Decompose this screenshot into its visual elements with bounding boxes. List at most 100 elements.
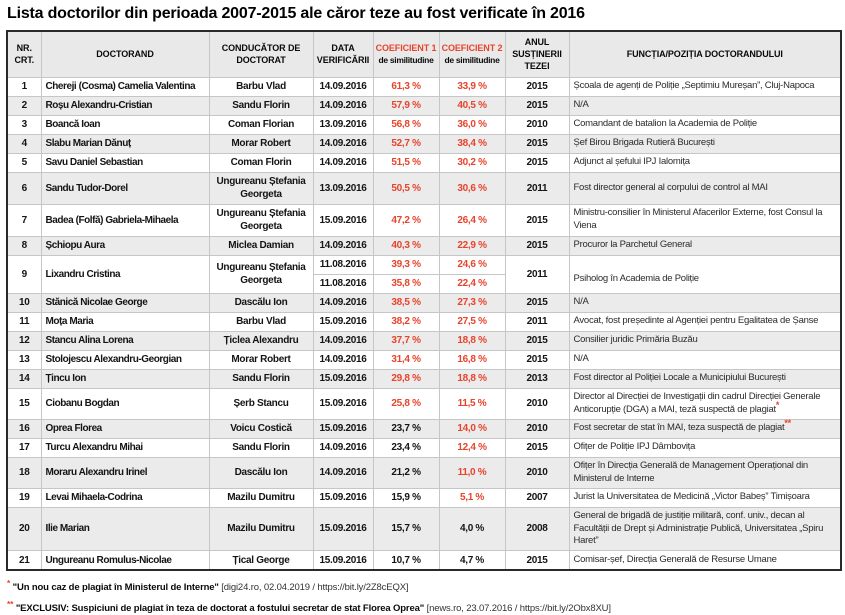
- col-header-coeficient-2: COEFICIENT 2 de similitudine: [438, 30, 506, 78]
- doctorand-position: Ministru-consilier în Ministerul Afaceri…: [568, 203, 842, 237]
- coefficient-1-value: 47,2 %: [372, 203, 440, 237]
- table-row: 5 Savu Daniel Sebastian Coman Florin 14.09.…: [6, 152, 842, 173]
- verification-date: 14.09.2016: [312, 437, 374, 458]
- doctorand-position: N/A: [568, 292, 842, 313]
- doctorand-name: Boancă Ioan: [40, 114, 210, 135]
- thesis-year: 2015: [504, 349, 570, 370]
- row-number: 4: [6, 133, 42, 154]
- table-row: 18 Moraru Alexandru Irinel Dascălu Ion 14.0…: [6, 456, 842, 489]
- doctorand-name: Țincu Ion: [40, 368, 210, 389]
- row-number: 15: [6, 387, 42, 420]
- plagiarism-note-marker: *: [775, 399, 780, 410]
- thesis-year: 2015: [504, 292, 570, 313]
- coefficient-2-value: 38,4 %: [438, 133, 506, 154]
- thesis-year: 2011: [504, 171, 570, 205]
- thesis-year: 2015: [504, 235, 570, 256]
- coefficient-2-value: 22,4 %: [438, 273, 506, 294]
- coefficient-1-value: 21,2 %: [372, 456, 440, 489]
- thesis-year: 2015: [504, 76, 570, 97]
- coefficient-2-value: 22,9 %: [438, 235, 506, 256]
- verification-date: 14.09.2016: [312, 235, 374, 256]
- supervisor-name: Sandu Florin: [208, 437, 314, 458]
- col-header-coeficient-1: COEFICIENT 1 de similitudine: [372, 30, 440, 78]
- supervisor-name: Ungureanu Ștefania Georgeta: [208, 203, 314, 237]
- row-number: 11: [6, 311, 42, 332]
- coefficient-1-value: 23,7 %: [372, 418, 440, 439]
- coefficient-2-value: 18,8 %: [438, 330, 506, 351]
- doctorand-position: N/A: [568, 95, 842, 116]
- table-row: 17 Turcu Alexandru Mihai Sandu Florin 14.09…: [6, 437, 842, 458]
- verification-date: 11.08.2016: [312, 254, 374, 275]
- table-row: 2 Roșu Alexandru-Cristian Sandu Florin 14.0…: [6, 95, 842, 116]
- verification-date: 15.09.2016: [312, 487, 374, 508]
- coefficient-1-value: 37,7 %: [372, 330, 440, 351]
- coefficient-2-value: 12,4 %: [438, 437, 506, 458]
- plagiarism-note-marker: **: [784, 418, 791, 429]
- row-number: 3: [6, 114, 42, 135]
- table-row: 4 Slabu Marian Dănuț Morar Robert 14.09.201…: [6, 133, 842, 154]
- doctorand-position: Comandant de batalion la Academia de Pol…: [568, 114, 842, 135]
- doctorand-name: Chereji (Cosma) Camelia Valentina: [40, 76, 210, 97]
- col-header-conducator: CONDUCĂTOR DE DOCTORAT: [208, 30, 314, 78]
- table-row: 1 Chereji (Cosma) Camelia Valentina Barbu …: [6, 76, 842, 97]
- coefficient-1-value: 35,8 %: [372, 273, 440, 294]
- row-number: 21: [6, 550, 42, 571]
- coefficient-1-value: 29,8 %: [372, 368, 440, 389]
- supervisor-name: Voicu Costică: [208, 418, 314, 439]
- doctorand-position: Psiholog în Academia de Poliție: [568, 254, 842, 294]
- row-number: 19: [6, 487, 42, 508]
- coefficient-1-value: 31,4 %: [372, 349, 440, 370]
- table-body: 1 Chereji (Cosma) Camelia Valentina Barbu …: [6, 76, 842, 571]
- col-header-nr-crt: NR. CRT.: [6, 30, 42, 78]
- table-row: 20 Ilie Marian Mazilu Dumitru 15.09.2016 15,…: [6, 506, 842, 552]
- supervisor-name: Ungureanu Ștefania Georgeta: [208, 171, 314, 205]
- coefficient-1-value: 38,5 %: [372, 292, 440, 313]
- doctorand-position: Consilier juridic Primăria Buzău: [568, 330, 842, 351]
- row-number: 13: [6, 349, 42, 370]
- coefficient-2-value: 11,0 %: [438, 456, 506, 489]
- doctorand-position: General de brigadă de justiție militară,…: [568, 506, 842, 552]
- doctorand-position: Fost director general al corpului de con…: [568, 171, 842, 205]
- verification-date: 15.09.2016: [312, 203, 374, 237]
- supervisor-name: Țical George: [208, 550, 314, 571]
- row-number: 7: [6, 203, 42, 237]
- thesis-year: 2007: [504, 487, 570, 508]
- coefficient-1-value: 61,3 %: [372, 76, 440, 97]
- doctorand-name: Lixandru Cristina: [40, 254, 210, 294]
- footnote-1: * "Un nou caz de plagiat în Ministerul d…: [7, 578, 845, 593]
- footnote-1-source: [digi24.ro, 02.04.2019 / https://bit.ly/…: [218, 582, 409, 594]
- table-row: 7 Badea (Folfă) Gabriela-Mihaela Ungureanu…: [6, 203, 842, 237]
- coefficient-1-value: 38,2 %: [372, 311, 440, 332]
- doctorand-name: Ilie Marian: [40, 506, 210, 552]
- thesis-year: 2013: [504, 368, 570, 389]
- thesis-year: 2015: [504, 152, 570, 173]
- table-row: 10 Stănică Nicolae George Dascălu Ion 14.09…: [6, 292, 842, 313]
- row-number: 9: [6, 254, 42, 294]
- table-row: 12 Stancu Alina Lorena Țiclea Alexandru 14.…: [6, 330, 842, 351]
- footnote-2-marker: **: [7, 599, 14, 610]
- footnote-2-source: [news.ro, 23.07.2016 / https://bit.ly/2O…: [424, 603, 611, 615]
- verification-date: 15.09.2016: [312, 368, 374, 389]
- coefficient-1-value: 51,5 %: [372, 152, 440, 173]
- footnote-2: ** "EXCLUSIV: Suspiciuni de plagiat în t…: [7, 599, 845, 614]
- supervisor-name: Dascălu Ion: [208, 292, 314, 313]
- doctorand-name: Stolojescu Alexandru-Georgian: [40, 349, 210, 370]
- footnotes: * "Un nou caz de plagiat în Ministerul d…: [7, 578, 845, 614]
- verification-date: 14.09.2016: [312, 330, 374, 351]
- thesis-year: 2015: [504, 437, 570, 458]
- doctorand-name: Stancu Alina Lorena: [40, 330, 210, 351]
- coefficient-1-value: 23,4 %: [372, 437, 440, 458]
- doctorand-name: Savu Daniel Sebastian: [40, 152, 210, 173]
- row-number: 1: [6, 76, 42, 97]
- coefficient-2-value: 4,7 %: [438, 550, 506, 571]
- coefficient-2-value: 18,8 %: [438, 368, 506, 389]
- row-number: 16: [6, 418, 42, 439]
- supervisor-name: Sandu Florin: [208, 95, 314, 116]
- coefficient-1-value: 40,3 %: [372, 235, 440, 256]
- verification-date: 15.09.2016: [312, 387, 374, 420]
- thesis-year: 2008: [504, 506, 570, 552]
- doctorand-position: Ofițer în Direcția Generală de Managemen…: [568, 456, 842, 489]
- table-row: 19 Levai Mihaela-Codrina Mazilu Dumitru 15.…: [6, 487, 842, 508]
- supervisor-name: Țiclea Alexandru: [208, 330, 314, 351]
- verification-date: 14.09.2016: [312, 456, 374, 489]
